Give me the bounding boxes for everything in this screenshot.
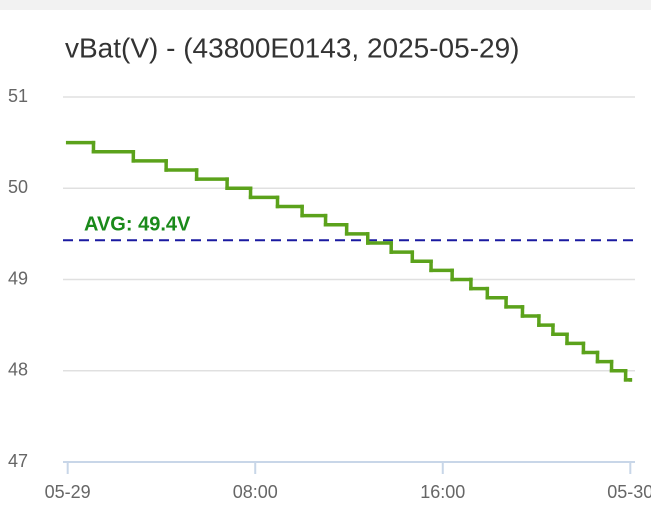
x-tick-label: 05-30 [607,482,651,502]
x-tick-label: 08:00 [233,482,278,502]
x-tick-label: 05-29 [45,482,91,502]
y-tick-label: 50 [8,177,28,197]
y-tick-label: 48 [8,360,28,380]
top-bar [0,0,651,10]
avg-label: AVG: 49.4V [84,214,191,236]
y-tick-label: 51 [8,86,28,106]
y-tick-label: 47 [8,451,28,471]
y-tick-label: 49 [8,268,28,288]
chart-title: vBat(V) - (43800E0143, 2025-05-29) [65,32,520,63]
x-tick-label: 16:00 [420,482,465,502]
